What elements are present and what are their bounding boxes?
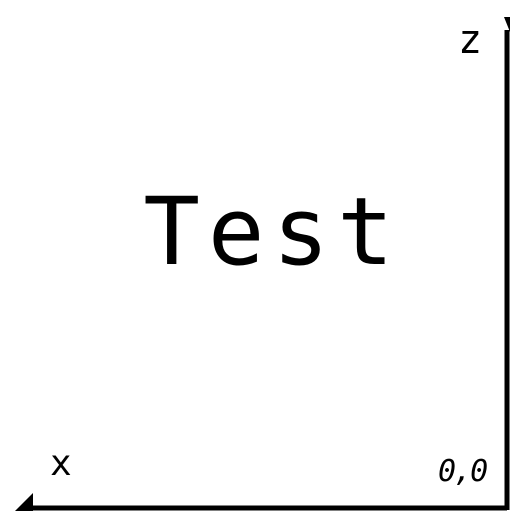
x-axis-label: x [50, 443, 72, 484]
origin-label: 0,0 [438, 454, 488, 489]
x-axis-arrowhead-icon [15, 493, 33, 511]
z-axis-label: z [458, 17, 483, 63]
main-text: Test [143, 178, 402, 287]
z-axis-arrowhead-icon [504, 17, 510, 32]
